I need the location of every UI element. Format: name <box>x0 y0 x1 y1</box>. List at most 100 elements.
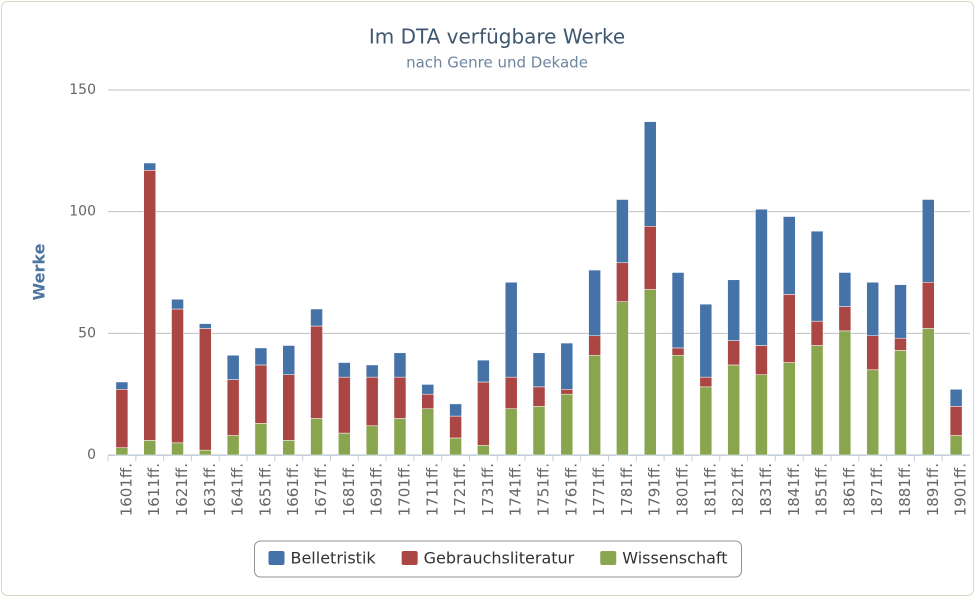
x-tick-label: 1721ff. <box>451 463 469 516</box>
bar-segment <box>143 162 156 171</box>
bar-segment <box>310 418 323 456</box>
y-axis-title: Werke <box>30 243 49 300</box>
bar-segment <box>477 445 490 456</box>
bar-segment <box>643 289 657 456</box>
x-tick-label: 1611ff. <box>145 463 163 516</box>
legend: Belletristik Gebrauchsliteratur Wissenscha… <box>253 540 743 578</box>
bar-segment <box>727 340 740 366</box>
bar-segment <box>532 352 546 388</box>
x-tick-label: 1631ff. <box>201 463 219 516</box>
bar-segment <box>504 376 518 410</box>
bar-segment <box>838 330 852 456</box>
y-tick-label: 50 <box>78 325 96 341</box>
bar-segment <box>171 308 184 444</box>
bar-segment <box>143 170 156 441</box>
bar-segment <box>810 230 824 322</box>
bar-segment <box>393 352 407 378</box>
bar-segment <box>588 269 601 337</box>
bar-segment <box>949 435 963 456</box>
bar-segment <box>838 306 852 332</box>
bar-segment <box>365 425 379 456</box>
bar-segment <box>504 281 518 378</box>
bar-segment <box>894 284 907 339</box>
legend-label: Wissenschaft <box>622 549 727 568</box>
x-tick-label: 1621ff. <box>173 463 191 516</box>
bar-segment <box>699 386 713 456</box>
bar-segment <box>560 342 574 390</box>
bar-segment <box>866 335 879 371</box>
bar-segment <box>115 389 129 448</box>
bar-segment <box>393 418 407 456</box>
x-tick-label: 1841ff. <box>785 463 803 516</box>
y-tick-label: 0 <box>87 447 96 463</box>
x-tick-label: 1701ff. <box>395 463 413 516</box>
x-tick-label: 1871ff. <box>868 463 886 516</box>
bar-segment <box>727 279 740 341</box>
bar-segment <box>226 379 240 436</box>
bar-segment <box>226 435 240 456</box>
x-tick-label: 1711ff. <box>423 463 441 516</box>
bar-segment <box>838 272 852 307</box>
bar-segment <box>477 359 490 383</box>
bar-segment <box>894 350 907 456</box>
bar-segment <box>365 364 379 378</box>
bar-segment <box>338 376 351 434</box>
bar-segment <box>226 354 240 380</box>
bar-segment <box>616 262 629 302</box>
x-tick-label: 1691ff. <box>368 463 386 516</box>
x-tick-label: 1811ff. <box>701 463 719 516</box>
chart-subtitle: nach Genre und Dekade <box>406 54 588 72</box>
bar-segment <box>171 299 184 310</box>
x-tick-label: 1741ff. <box>507 463 525 516</box>
bar-segment <box>171 442 184 456</box>
bar-segment <box>588 335 601 356</box>
bar-segment <box>449 415 462 439</box>
x-tick-label: 1781ff. <box>618 463 636 516</box>
x-tick-label: 1771ff. <box>590 463 608 516</box>
bar-segment <box>282 374 295 441</box>
bar-segment <box>449 437 462 456</box>
bar-segment <box>254 364 268 424</box>
bar-segment <box>421 393 435 410</box>
x-tick-label: 1641ff. <box>229 463 247 516</box>
bar-segment <box>866 281 879 337</box>
y-tick-label: 100 <box>69 204 96 220</box>
bar-segment <box>199 449 212 456</box>
bar-segment <box>755 208 768 346</box>
bar-segment <box>783 294 796 363</box>
bar-segment <box>671 347 685 356</box>
bar-segment <box>643 226 657 290</box>
bar-segment <box>783 216 796 295</box>
legend-swatch <box>268 551 285 565</box>
x-tick-label: 1661ff. <box>284 463 302 516</box>
bar-segment <box>421 408 435 456</box>
x-tick-label: 1761ff. <box>562 463 580 516</box>
bar-segment <box>143 440 156 456</box>
bar-segment <box>532 386 546 407</box>
bar-segment <box>338 362 351 378</box>
bar-segment <box>922 328 935 456</box>
legend-swatch <box>600 551 617 565</box>
chart-title: Im DTA verfügbare Werke <box>369 25 625 49</box>
x-tick-label: 1901ff. <box>952 463 970 516</box>
bar-segment <box>560 389 574 395</box>
bar-segment <box>727 364 740 456</box>
x-tick-label: 1821ff. <box>729 463 747 516</box>
legend-label: Belletristik <box>290 549 376 568</box>
bar-segment <box>393 376 407 419</box>
bar-segment <box>338 432 351 456</box>
bar-segment <box>894 337 907 351</box>
y-tick-label: 150 <box>69 82 96 98</box>
bar-segment <box>810 320 824 346</box>
bar-segment <box>115 381 129 390</box>
bar-segment <box>115 447 129 456</box>
bar-segment <box>783 362 796 456</box>
x-tick-label: 1791ff. <box>646 463 664 516</box>
bar-segment <box>282 345 295 375</box>
x-tick-label: 1731ff. <box>479 463 497 516</box>
bar-segment <box>199 328 212 451</box>
x-tick-label: 1601ff. <box>117 463 135 516</box>
bar-segment <box>199 323 212 329</box>
x-tick-label: 1801ff. <box>674 463 692 516</box>
